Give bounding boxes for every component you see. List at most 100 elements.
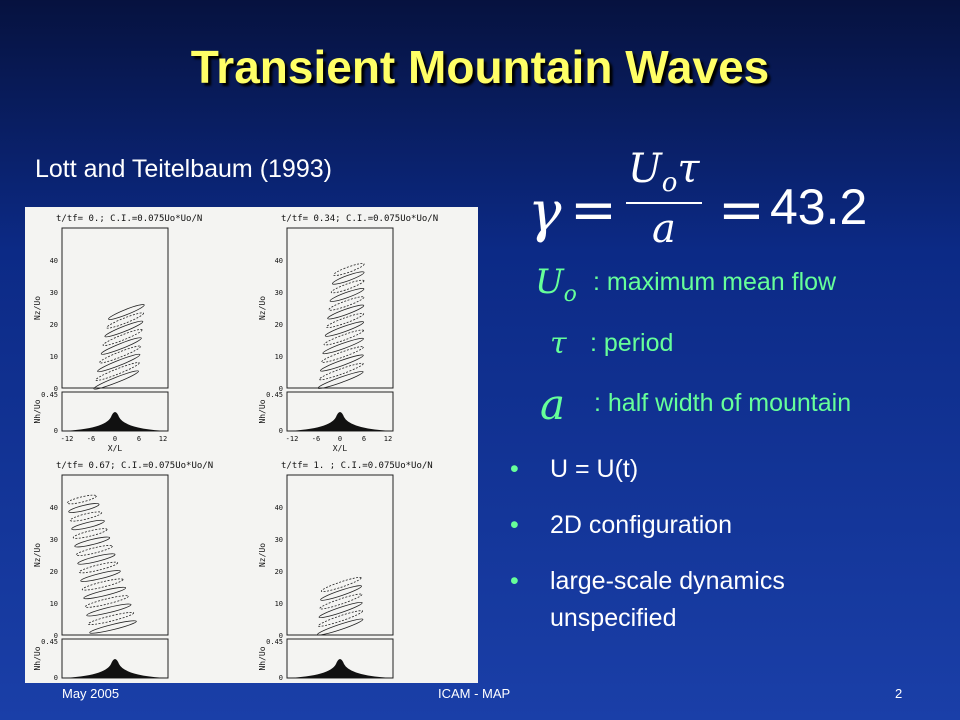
h-tick-label: 0.45 [266, 638, 283, 646]
panel-header: t/tf= 0.34; C.I.=0.075Uo*Uo/N [281, 214, 438, 224]
x-tick-label: -12 [286, 435, 299, 443]
panel-header: t/tf= 0.; C.I.=0.075Uo*Uo/N [56, 214, 202, 224]
y-tick-label: 30 [50, 536, 58, 544]
x-tick-label: 0 [113, 435, 117, 443]
h-tick-label: 0 [279, 674, 283, 682]
y-tick-label: 40 [50, 504, 58, 512]
wave-contour [80, 570, 121, 582]
def-symbol-base: U [535, 262, 564, 302]
wave-contour [98, 345, 142, 364]
footer-page: 2 [895, 686, 903, 701]
x-tick-label: 12 [159, 435, 167, 443]
eq-rhs: 43.2 [770, 179, 868, 235]
y-axis-label: Nz/Uo [258, 296, 267, 320]
wave-contour [318, 601, 363, 619]
wave-contour [69, 511, 103, 522]
mountain [287, 412, 393, 431]
y-tick-label: 20 [275, 321, 283, 329]
y-tick-label: 40 [50, 257, 58, 265]
y-tick-label: 0 [54, 632, 58, 640]
wave-contour [100, 337, 142, 355]
wave-contour [74, 536, 111, 548]
h-axis-label: Nh/Uo [33, 399, 42, 423]
def-symbol: Uo [535, 262, 577, 307]
y-tick-label: 20 [50, 568, 58, 576]
wave-contour [81, 578, 124, 591]
y-axis-label: Nz/Uo [258, 543, 267, 567]
wave-contour [78, 561, 119, 574]
x-tick-label: -6 [312, 682, 320, 683]
x-tick-label: 0 [338, 435, 342, 443]
x-tick-label: 12 [159, 682, 167, 683]
wave-contour [87, 611, 135, 626]
x-tick-label: 12 [384, 435, 392, 443]
h-tick-label: 0 [54, 427, 58, 435]
y-tick-label: 0 [279, 385, 283, 393]
panel-header: t/tf= 0.67; C.I.=0.075Uo*Uo/N [56, 461, 213, 471]
def-text: : half width of mountain [594, 389, 852, 417]
wave-contour [326, 312, 365, 329]
y-tick-label: 10 [50, 600, 58, 608]
x-tick-label: -12 [61, 435, 74, 443]
h-axis-label: Nh/Uo [258, 399, 267, 423]
wave-contour [322, 337, 364, 355]
x-tick-label: -6 [87, 435, 95, 443]
wave-contour [97, 353, 141, 373]
mountain [62, 412, 168, 431]
wave-contour [77, 553, 116, 565]
wave-contour [75, 544, 113, 557]
x-axis-label: X/L [333, 444, 348, 453]
h-tick-label: 0.45 [41, 638, 58, 646]
plot-frame [286, 474, 394, 636]
x-axis-label: X/L [108, 444, 123, 453]
y-tick-label: 30 [275, 289, 283, 297]
x-tick-label: -6 [87, 682, 95, 683]
x-tick-label: -6 [312, 435, 320, 443]
wave-contour [106, 312, 144, 329]
wave-contour [108, 304, 145, 320]
wave-contour [329, 288, 365, 302]
wave-contour [317, 618, 364, 636]
panel-header: t/tf= 1. ; C.I.=0.075Uo*Uo/N [281, 461, 433, 471]
y-tick-label: 10 [275, 600, 283, 608]
wave-contour [320, 354, 364, 372]
eq-lhs: γ [528, 180, 562, 245]
def-symbol: τ [550, 326, 567, 361]
wave-contour [72, 528, 108, 539]
x-tick-label: 6 [137, 682, 141, 683]
wave-contour [332, 271, 365, 285]
footer-center: ICAM - MAP [438, 686, 511, 701]
x-tick-label: 6 [137, 435, 141, 443]
y-tick-label: 40 [275, 504, 283, 512]
eq-sign: = [718, 178, 765, 243]
title: Transient Mountain Waves [190, 41, 770, 93]
x-tick-label: 6 [362, 435, 366, 443]
y-tick-label: 40 [275, 257, 283, 265]
wave-contour [330, 279, 365, 294]
bullet-text: large-scale dynamics unspecified [550, 567, 785, 632]
h-axis-label: Nh/Uo [258, 646, 267, 670]
wave-contour [66, 494, 97, 505]
h-tick-label: 0 [279, 427, 283, 435]
def-symbol-sub: o [563, 281, 577, 307]
footer-date: May 2005 [62, 686, 120, 701]
mountain [62, 659, 168, 678]
wave-contour [89, 620, 137, 634]
plot-frame [286, 227, 394, 389]
x-tick-label: -12 [61, 682, 74, 683]
eq-den: a [652, 206, 676, 252]
eq-sign: = [570, 178, 617, 243]
h-tick-label: 0 [54, 674, 58, 682]
wave-contour [93, 370, 139, 390]
figure-background [25, 207, 478, 683]
wave-contour [324, 321, 365, 337]
figure: t/tf= 0.; C.I.=0.075Uo*Uo/N01020304000.4… [25, 207, 478, 683]
h-axis-label: Nh/Uo [33, 646, 42, 670]
y-axis-label: Nz/Uo [33, 543, 42, 567]
wave-contour [320, 585, 362, 601]
wave-contour [86, 603, 132, 617]
wave-contour [323, 329, 364, 346]
fraction-bar [626, 202, 702, 204]
y-tick-label: 0 [279, 632, 283, 640]
